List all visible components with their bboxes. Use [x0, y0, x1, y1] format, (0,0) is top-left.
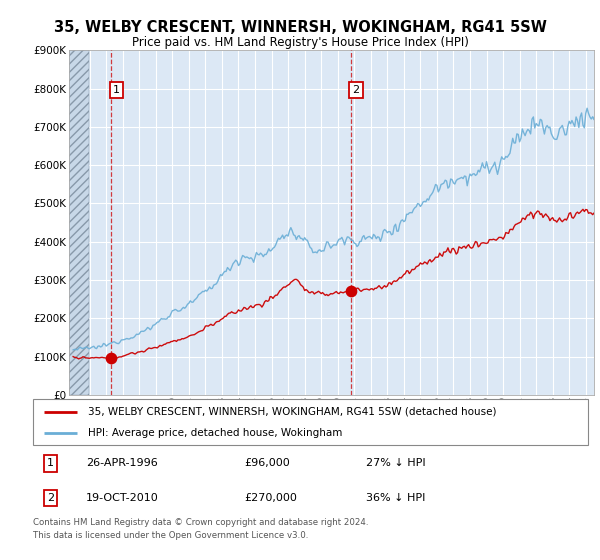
Text: 2: 2: [47, 493, 54, 503]
Text: 2: 2: [352, 85, 359, 95]
Point: [346, 287, 356, 296]
Text: £96,000: £96,000: [244, 459, 290, 469]
FancyBboxPatch shape: [33, 399, 588, 445]
Text: 1: 1: [113, 85, 120, 95]
Text: 19-OCT-2010: 19-OCT-2010: [86, 493, 158, 503]
Text: Price paid vs. HM Land Registry's House Price Index (HPI): Price paid vs. HM Land Registry's House …: [131, 36, 469, 49]
Text: 1: 1: [47, 459, 54, 469]
Text: 35, WELBY CRESCENT, WINNERSH, WOKINGHAM, RG41 5SW: 35, WELBY CRESCENT, WINNERSH, WOKINGHAM,…: [53, 20, 547, 35]
Point: [107, 353, 116, 362]
Text: 27% ↓ HPI: 27% ↓ HPI: [366, 459, 425, 469]
Text: 36% ↓ HPI: 36% ↓ HPI: [366, 493, 425, 503]
Text: HPI: Average price, detached house, Wokingham: HPI: Average price, detached house, Woki…: [89, 428, 343, 438]
Text: £270,000: £270,000: [244, 493, 297, 503]
Bar: [69, 50, 89, 395]
Text: Contains HM Land Registry data © Crown copyright and database right 2024.
This d: Contains HM Land Registry data © Crown c…: [33, 518, 368, 539]
Text: 35, WELBY CRESCENT, WINNERSH, WOKINGHAM, RG41 5SW (detached house): 35, WELBY CRESCENT, WINNERSH, WOKINGHAM,…: [89, 407, 497, 417]
Text: 26-APR-1996: 26-APR-1996: [86, 459, 157, 469]
